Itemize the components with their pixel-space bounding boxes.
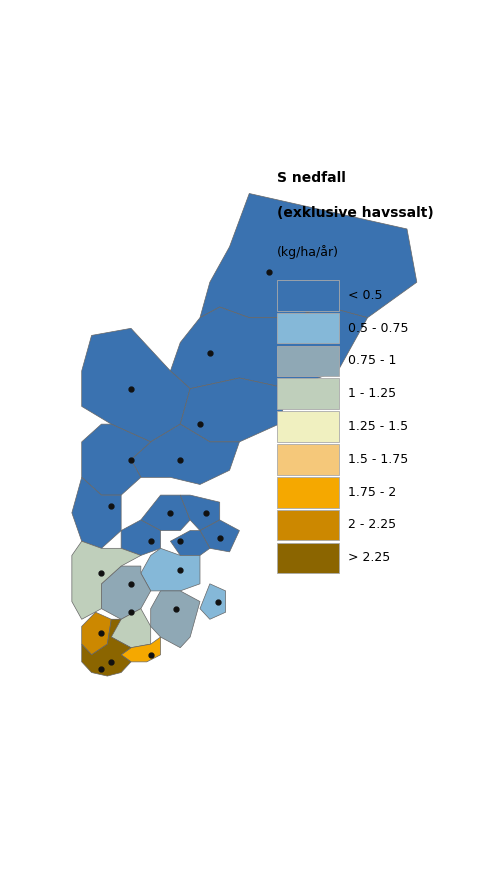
FancyBboxPatch shape	[277, 509, 339, 541]
Polygon shape	[82, 612, 111, 654]
FancyBboxPatch shape	[277, 477, 339, 508]
Polygon shape	[111, 609, 151, 648]
FancyBboxPatch shape	[277, 444, 339, 474]
Polygon shape	[131, 424, 240, 485]
Text: 1.5 - 1.75: 1.5 - 1.75	[348, 453, 408, 466]
FancyBboxPatch shape	[277, 280, 339, 311]
Text: < 0.5: < 0.5	[348, 289, 382, 302]
Text: 0.75 - 1: 0.75 - 1	[348, 354, 396, 367]
Text: 1.25 - 1.5: 1.25 - 1.5	[348, 420, 408, 433]
FancyBboxPatch shape	[277, 312, 339, 343]
Text: (kg/ha/år): (kg/ha/år)	[277, 245, 339, 259]
Text: 1 - 1.25: 1 - 1.25	[348, 388, 396, 400]
Polygon shape	[82, 328, 190, 442]
Polygon shape	[180, 378, 289, 442]
Polygon shape	[200, 584, 226, 619]
Text: S nedfall: S nedfall	[277, 171, 346, 185]
Polygon shape	[180, 495, 220, 530]
Polygon shape	[121, 637, 161, 662]
Polygon shape	[171, 307, 368, 388]
Polygon shape	[151, 591, 200, 648]
Text: 0.5 - 0.75: 0.5 - 0.75	[348, 322, 408, 334]
Polygon shape	[141, 549, 200, 591]
FancyBboxPatch shape	[277, 542, 339, 573]
Polygon shape	[141, 495, 190, 530]
Text: 1.75 - 2: 1.75 - 2	[348, 486, 396, 499]
FancyBboxPatch shape	[277, 411, 339, 442]
Polygon shape	[72, 542, 141, 620]
FancyBboxPatch shape	[277, 346, 339, 376]
Polygon shape	[101, 566, 151, 620]
Polygon shape	[82, 424, 151, 495]
Text: 2 - 2.25: 2 - 2.25	[348, 519, 396, 531]
Polygon shape	[82, 620, 131, 676]
Text: (exklusive havssalt): (exklusive havssalt)	[277, 206, 434, 220]
Polygon shape	[121, 520, 161, 556]
Polygon shape	[200, 520, 240, 552]
FancyBboxPatch shape	[277, 378, 339, 409]
Polygon shape	[171, 530, 210, 556]
Polygon shape	[200, 193, 417, 318]
Text: > 2.25: > 2.25	[348, 551, 390, 564]
Polygon shape	[72, 478, 121, 549]
